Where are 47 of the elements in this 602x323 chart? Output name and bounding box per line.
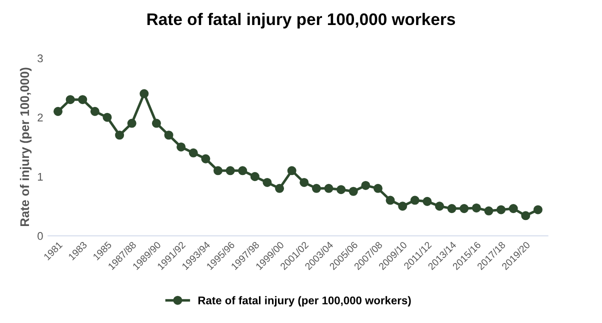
point	[386, 196, 395, 205]
point	[361, 180, 370, 190]
point	[90, 106, 100, 116]
point	[238, 166, 248, 176]
point	[53, 106, 63, 116]
y-tick-label: 3	[38, 54, 43, 62]
point	[435, 202, 444, 211]
point	[472, 203, 481, 212]
point	[336, 185, 346, 194]
point	[300, 178, 309, 188]
legend-label: Rate of fatal injury (per 100,000 workers)	[198, 296, 411, 307]
point	[66, 95, 75, 104]
point	[226, 166, 235, 176]
point	[201, 154, 210, 164]
point	[176, 142, 186, 152]
point	[508, 204, 518, 214]
y-axis-title: Rate of injury (per 100,000)	[20, 68, 32, 226]
point	[164, 130, 174, 140]
point	[398, 202, 408, 211]
point	[140, 89, 149, 98]
point	[262, 178, 272, 188]
point	[348, 186, 358, 196]
point	[484, 206, 494, 216]
point	[373, 184, 382, 193]
point	[250, 172, 260, 182]
point	[188, 148, 198, 158]
point	[324, 184, 334, 193]
point	[460, 204, 469, 214]
y-tick-label: 0	[38, 232, 43, 240]
point	[312, 184, 321, 193]
point	[78, 95, 88, 104]
point	[275, 184, 284, 193]
point	[410, 196, 420, 205]
point	[422, 196, 432, 206]
point	[496, 205, 506, 214]
point	[127, 118, 136, 128]
point	[521, 211, 530, 220]
point	[102, 112, 112, 122]
point	[287, 166, 296, 176]
y-tick-label: 2	[38, 114, 43, 122]
chart-title: Rate of fatal injury per 100,000 workers	[147, 12, 456, 28]
point	[115, 130, 124, 140]
y-tick-label: 1	[38, 172, 43, 181]
point	[447, 204, 456, 214]
point	[152, 118, 161, 128]
point	[213, 166, 223, 176]
point	[533, 205, 542, 214]
